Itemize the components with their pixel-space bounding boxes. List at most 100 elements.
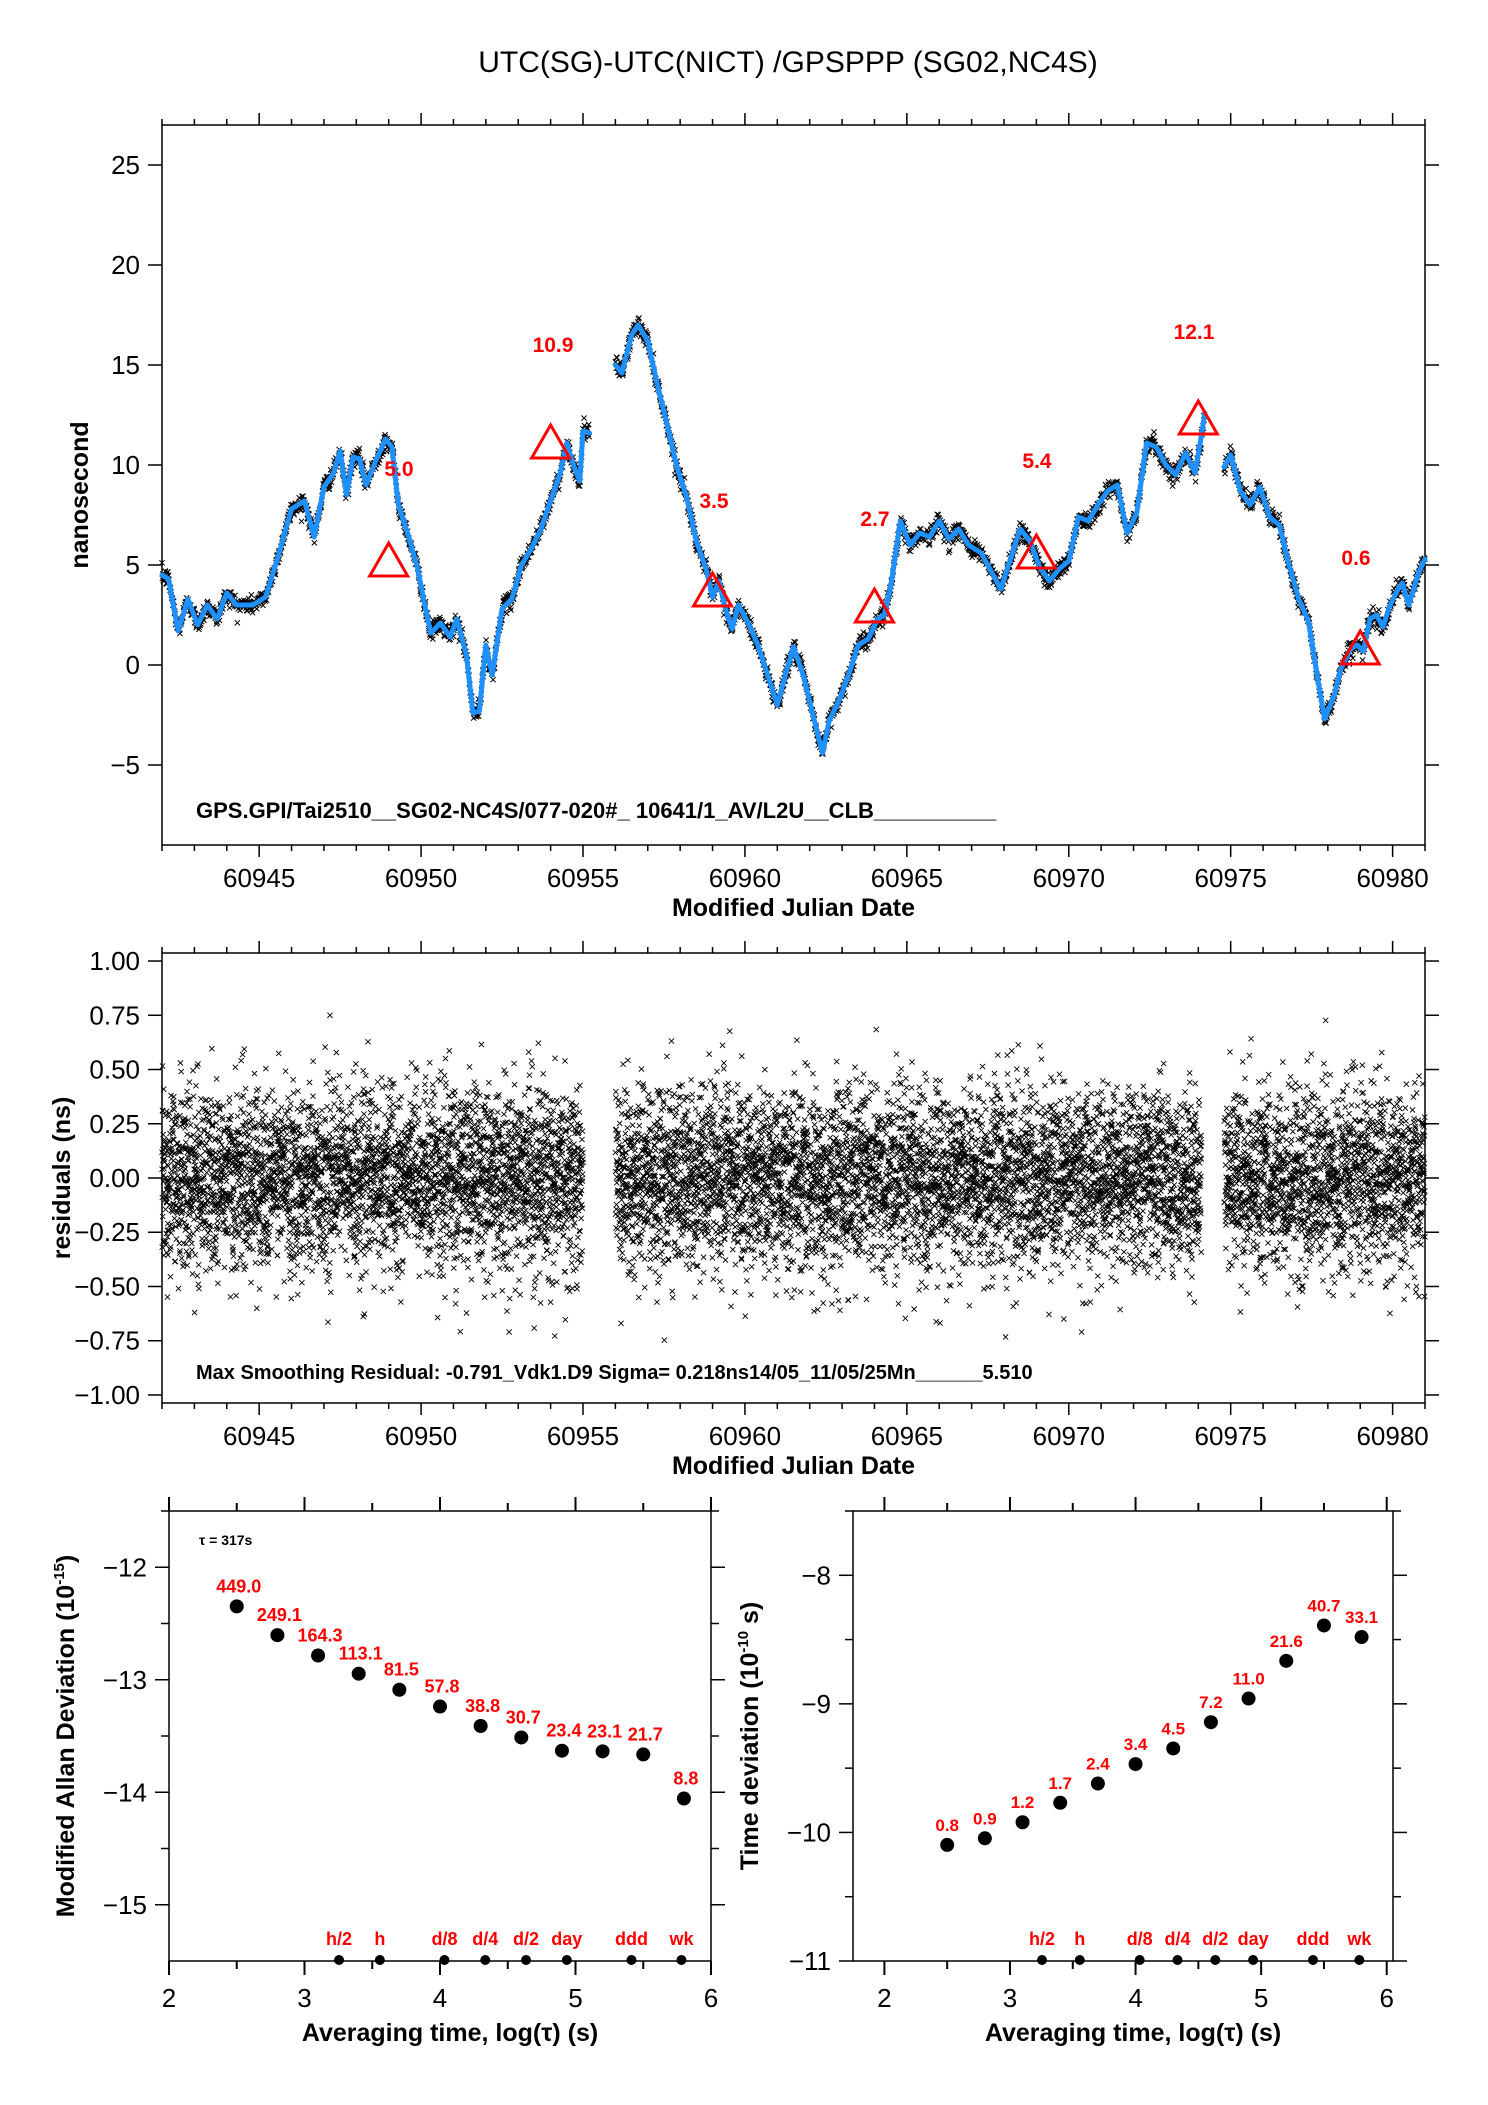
residual-point — [330, 1134, 336, 1141]
residual-point — [192, 1138, 198, 1144]
residual-point — [213, 1245, 220, 1252]
raw-point — [260, 602, 266, 609]
raw-point — [483, 637, 490, 644]
residual-point — [248, 1279, 254, 1286]
residual-point — [164, 1294, 171, 1300]
residual-point — [212, 1168, 218, 1174]
marker-label: 2.7 — [860, 508, 889, 531]
residual-point — [275, 1236, 281, 1243]
residual-point — [299, 1103, 306, 1110]
residual-point — [338, 1099, 345, 1106]
raw-point — [613, 354, 620, 361]
residual-point — [203, 1140, 210, 1147]
raw-point — [581, 415, 587, 422]
residual-point — [210, 1245, 217, 1252]
residual-point — [336, 1093, 343, 1100]
residual-point — [192, 1252, 199, 1258]
residual-point — [346, 1272, 353, 1279]
residual-point — [327, 1289, 334, 1296]
figure-title: UTC(SG)-UTC(NICT) /GPSPPP (SG02,NC4S) — [478, 46, 1098, 79]
residual-point — [214, 1280, 221, 1287]
residual-point — [252, 1259, 259, 1266]
residual-point — [275, 1050, 282, 1057]
smoothed-line-segment-1 — [159, 428, 592, 716]
residual-point — [285, 1094, 291, 1101]
residual-point — [207, 1096, 214, 1103]
residual-point — [226, 1099, 233, 1106]
residuals-plot: 60945 60950 60955 60960 60965 60970 60975 60980… — [48, 941, 1439, 1480]
residual-point — [261, 1099, 268, 1106]
residual-point — [262, 1213, 269, 1220]
residual-point — [203, 1169, 210, 1176]
residual-point — [252, 1229, 259, 1236]
residual-point — [211, 1195, 218, 1202]
residual-point — [187, 1122, 194, 1128]
residual-point — [287, 1100, 294, 1107]
residual-point — [299, 1098, 306, 1105]
smoothed-line-segment-2 — [612, 322, 1208, 756]
residual-point — [274, 1213, 281, 1219]
residual-point — [290, 1076, 297, 1083]
residual-point — [249, 1116, 256, 1123]
residual-point — [327, 1107, 334, 1113]
residual-point — [269, 1211, 275, 1217]
raw-point — [1359, 657, 1366, 664]
residual-point — [226, 1094, 233, 1101]
raw-point — [159, 559, 165, 566]
residual-point — [294, 1262, 301, 1269]
residual-point — [245, 1207, 252, 1213]
residual-point — [266, 1092, 272, 1099]
raw-point — [1227, 443, 1234, 450]
residual-point — [316, 1113, 323, 1120]
raw-point — [1222, 470, 1228, 477]
residual-point — [221, 1264, 228, 1271]
residual-point — [333, 1049, 340, 1056]
residual-point — [182, 1139, 189, 1146]
residual-point — [307, 1254, 314, 1261]
residual-point — [317, 1120, 323, 1127]
residual-point — [189, 1270, 196, 1277]
raw-point — [1243, 485, 1249, 492]
residual-point — [215, 1126, 222, 1133]
residual-point — [257, 1245, 264, 1252]
x-tick-label: 60980 — [1356, 863, 1428, 893]
residual-point — [347, 1228, 353, 1235]
residual-point — [275, 1108, 282, 1115]
residual-point — [346, 1212, 353, 1219]
marker-label: 3.5 — [699, 490, 729, 513]
raw-point — [383, 448, 390, 455]
residual-point — [187, 1236, 194, 1243]
residual-point — [197, 1133, 204, 1139]
residual-point — [339, 1117, 346, 1123]
residual-point — [331, 1088, 338, 1095]
residual-point — [241, 1046, 248, 1052]
raw-point — [508, 607, 514, 614]
residual-point — [332, 1084, 339, 1091]
y-tick-label: 0 — [126, 650, 140, 680]
residual-point — [302, 1208, 309, 1214]
residual-point — [310, 1093, 316, 1100]
residual-point — [195, 1225, 202, 1232]
residual-point — [172, 1258, 179, 1265]
residual-point — [226, 1124, 232, 1131]
y-tick-label: 5 — [126, 550, 140, 580]
residual-point — [265, 1233, 272, 1239]
x-axis-label: Modified Julian Date — [672, 894, 915, 922]
residual-point — [325, 1319, 331, 1326]
raw-points — [159, 314, 1428, 757]
raw-point — [226, 604, 233, 611]
residual-point — [268, 1118, 275, 1125]
residual-point — [202, 1267, 209, 1274]
offset-frame — [161, 124, 1426, 846]
residual-point — [234, 1113, 241, 1120]
x-tick-label: 60950 — [385, 863, 457, 893]
residual-point — [322, 1044, 329, 1050]
raw-point — [475, 713, 482, 720]
residual-point — [190, 1093, 197, 1100]
residual-point — [223, 1178, 230, 1185]
residual-point — [308, 1109, 315, 1116]
residual-point — [350, 1069, 357, 1075]
x-tick-label: 60945 — [223, 863, 295, 893]
y-tick-label: 15 — [111, 350, 140, 380]
residual-point — [352, 1133, 359, 1140]
